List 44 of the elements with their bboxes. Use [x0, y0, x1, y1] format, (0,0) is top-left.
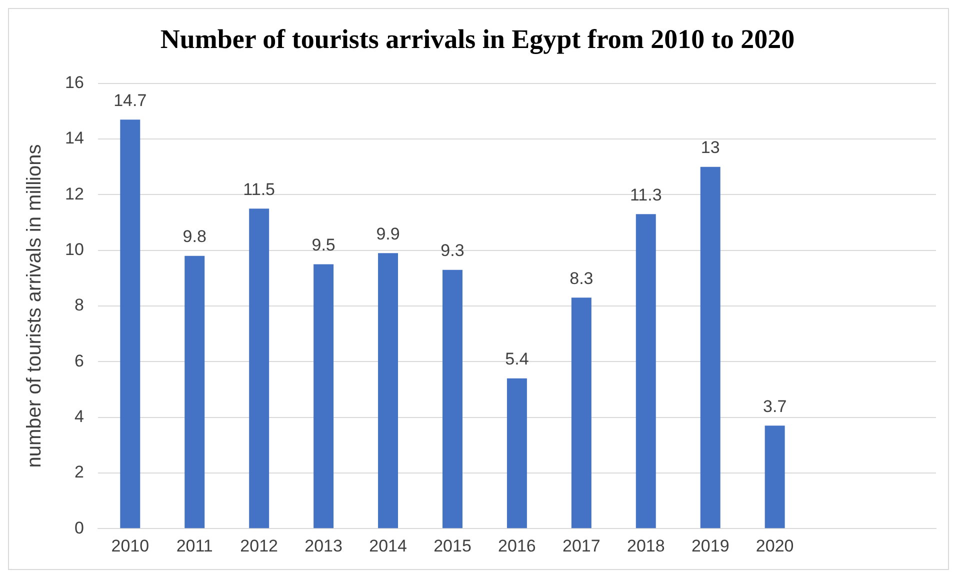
y-tick-label: 2 [74, 462, 84, 482]
x-tick-label: 2017 [562, 536, 600, 556]
bar [378, 253, 398, 528]
x-tick-label: 2011 [176, 536, 213, 556]
data-label: 9.3 [440, 241, 464, 260]
data-label: 8.3 [570, 268, 594, 288]
y-tick-label: 8 [74, 296, 84, 315]
bar [249, 208, 270, 528]
data-label: 9.8 [182, 227, 206, 246]
bar [184, 256, 205, 528]
x-tick-label: 2014 [369, 536, 407, 556]
y-axis-title: number of tourists arrivals in millions [24, 144, 46, 468]
x-tick-label: 2012 [240, 536, 278, 556]
y-tick-label: 6 [74, 351, 84, 370]
y-tick-label: 0 [74, 518, 84, 538]
x-tick-label: 2020 [756, 536, 794, 556]
x-tick-label: 2010 [111, 536, 150, 556]
data-label: 11.5 [243, 180, 275, 199]
data-label: 14.7 [114, 90, 147, 110]
x-tick-label: 2016 [498, 536, 536, 556]
y-tick-label: 12 [64, 184, 84, 204]
x-tick-label: 2015 [434, 536, 472, 556]
data-label: 3.7 [763, 396, 787, 416]
bar [120, 120, 140, 528]
chart-title: Number of tourists arrivals in Egypt from 2010 to 2020 [160, 24, 795, 54]
y-tick-label: 14 [64, 128, 84, 148]
bar [571, 298, 592, 528]
x-tick-label: 2018 [626, 536, 665, 556]
bar [764, 426, 785, 528]
bar [636, 214, 656, 528]
y-tick-label: 4 [74, 406, 84, 426]
data-label: 11.3 [630, 185, 662, 204]
data-label: 9.5 [312, 235, 336, 254]
y-tick-label: 16 [64, 73, 84, 92]
x-tick-label: 2013 [304, 536, 342, 556]
y-tick-label: 10 [64, 240, 84, 260]
bar [506, 378, 527, 528]
bar [442, 270, 462, 528]
data-label: 9.9 [376, 224, 400, 244]
bar [700, 166, 720, 528]
data-label: 5.4 [505, 350, 529, 369]
data-label: 13 [700, 138, 720, 158]
bar [314, 264, 334, 528]
x-tick-label: 2019 [691, 536, 730, 556]
